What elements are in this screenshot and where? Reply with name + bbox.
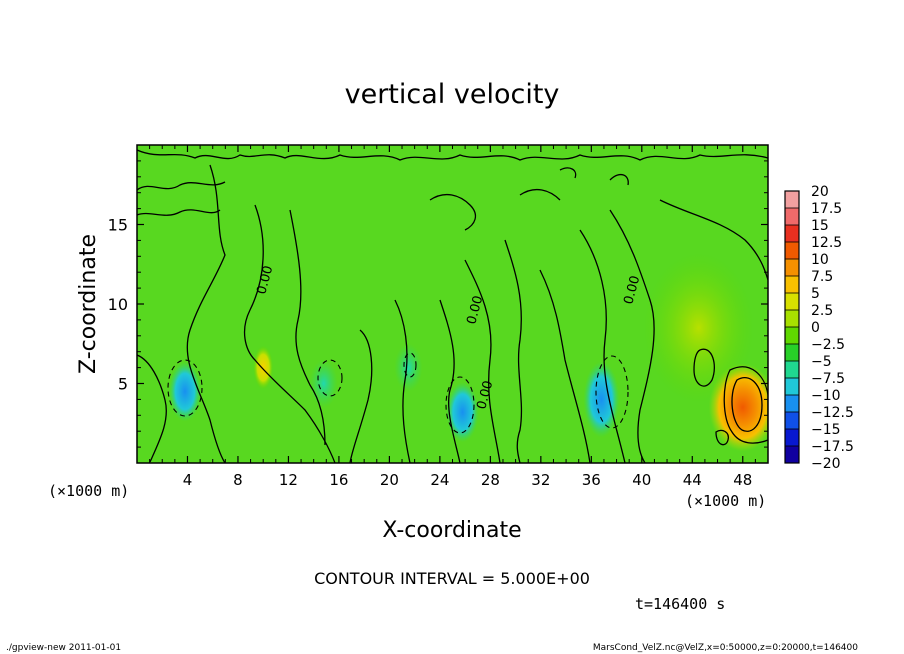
colorbar-swatch-14 <box>785 429 799 446</box>
colorbar-swatch-7 <box>785 310 799 327</box>
field-feature-4 <box>394 343 423 392</box>
colorbar-swatch-4 <box>785 259 799 276</box>
colorbar: 2017.51512.5107.552.50−2.5−5−7.5−10−12.5… <box>784 184 854 472</box>
colorbar-label-7: 2.5 <box>811 303 833 319</box>
x-tick-label-4: 4 <box>183 471 193 489</box>
colorbar-label-0: 20 <box>811 184 829 200</box>
x-tick-label-8: 8 <box>233 471 243 489</box>
x-tick-label-36: 36 <box>582 471 601 489</box>
y-tick-label-10: 10 <box>108 295 128 314</box>
contour-label-2: 0.00 <box>464 294 486 326</box>
x-axis-label: X-coordinate <box>382 518 521 543</box>
colorbar-label-14: −15 <box>811 422 841 438</box>
time-stamp: t=146400 s <box>635 595 725 613</box>
x-tick-label-32: 32 <box>531 471 550 489</box>
x-tick-label-44: 44 <box>683 471 702 489</box>
colorbar-label-2: 15 <box>811 218 829 234</box>
contour-lines <box>137 149 768 463</box>
x-tick-label-48: 48 <box>733 471 752 489</box>
colorbar-label-10: −5 <box>811 354 832 370</box>
colorbar-swatch-15 <box>785 446 799 463</box>
y-tick-label-15: 15 <box>108 216 128 235</box>
colorbar-label-16: −20 <box>811 456 841 472</box>
field-feature-3 <box>309 359 338 408</box>
contour-interval: CONTOUR INTERVAL = 5.000E+00 <box>314 569 590 588</box>
y-axis-label: Z-coordinate <box>76 234 101 374</box>
colorbar-swatch-6 <box>785 293 799 310</box>
colorbar-label-8: 0 <box>811 320 820 336</box>
colorbar-swatch-9 <box>785 344 799 361</box>
contour-label-1: 0.00 <box>254 264 276 296</box>
colorbar-swatch-12 <box>785 395 799 412</box>
x-tick-label-20: 20 <box>380 471 399 489</box>
colorbar-swatch-3 <box>785 242 799 259</box>
chart-title: vertical velocity <box>345 79 560 110</box>
x-tick-label-28: 28 <box>481 471 500 489</box>
x-tick-label-40: 40 <box>632 471 651 489</box>
colorbar-swatch-1 <box>785 208 799 225</box>
x-tick-label-12: 12 <box>279 471 298 489</box>
y-axis: 5 10 15 <box>108 160 768 448</box>
colorbar-swatch-0 <box>785 191 799 208</box>
colorbar-label-9: −2.5 <box>811 337 845 353</box>
field-feature-1 <box>168 361 201 422</box>
contour-label-4: 0.00 <box>621 274 643 306</box>
colorbar-label-15: −17.5 <box>811 439 854 455</box>
x-unit-left: (×1000 m) <box>48 482 129 500</box>
colorbar-swatch-13 <box>785 412 799 429</box>
x-unit-right: (×1000 m) <box>685 492 766 510</box>
colorbar-label-13: −12.5 <box>811 405 854 421</box>
x-axis: 4 8 12 16 20 24 28 32 36 40 44 48 <box>149 145 756 489</box>
colorbar-label-11: −7.5 <box>811 371 845 387</box>
colorbar-label-3: 12.5 <box>811 235 842 251</box>
footer-right: MarsCond_VelZ.nc@VelZ,x=0:50000,z=0:2000… <box>593 643 858 653</box>
field-feature-5 <box>446 382 479 443</box>
colorbar-label-5: 7.5 <box>811 269 833 285</box>
colorbar-swatch-11 <box>785 378 799 395</box>
colorbar-label-12: −10 <box>811 388 841 404</box>
y-tick-label-5: 5 <box>118 375 128 394</box>
contour-label-3: 0.00 <box>474 379 496 411</box>
x-tick-label-24: 24 <box>430 471 449 489</box>
field-feature-6 <box>583 361 620 438</box>
colorbar-swatch-2 <box>785 225 799 242</box>
footer-left: ./gpview-new 2011-01-01 <box>6 643 121 653</box>
colorbar-swatch-5 <box>785 276 799 293</box>
field-feature-8 <box>643 252 754 403</box>
colorbar-swatch-10 <box>785 361 799 378</box>
colorbar-label-4: 10 <box>811 252 829 268</box>
field-feature-2 <box>253 345 274 390</box>
colorbar-swatch-8 <box>785 327 799 344</box>
colorbar-label-6: 5 <box>811 286 820 302</box>
colorbar-label-1: 17.5 <box>811 201 842 217</box>
negative-contours <box>167 352 629 434</box>
x-tick-label-16: 16 <box>329 471 348 489</box>
plot-field: 0.00 0.00 0.00 0.00 <box>137 145 768 463</box>
